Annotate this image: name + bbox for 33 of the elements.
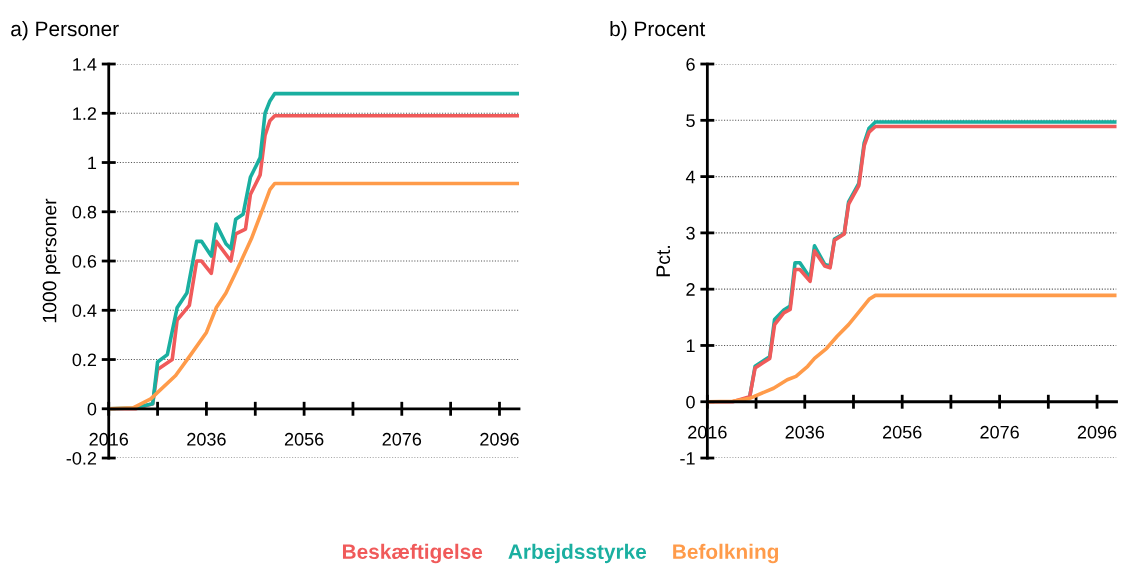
text: Arbejdsstyrke [508, 543, 647, 564]
y-tick-label: 1.2 [73, 107, 97, 120]
y-axis-title: 1000 personer [42, 198, 61, 323]
y-tick-label: -0.2 [66, 451, 97, 465]
y-tick-label: 1 [88, 156, 97, 170]
y-tick-label: 0 [686, 395, 695, 409]
y-tick-label: 2 [686, 283, 695, 296]
x-tick-label: 2036 [785, 425, 825, 439]
y-tick-label: 1 [686, 339, 695, 352]
y-tick-label: 0.4 [72, 304, 97, 317]
text: Beskæftigelse [342, 543, 483, 564]
x-tick-label: 2076 [980, 425, 1019, 439]
y-axis-title: Pct. [656, 246, 671, 277]
y-tick-label: 3 [686, 226, 695, 240]
chart-title: b) Procent [610, 20, 706, 41]
text: Befolkning [673, 543, 779, 564]
x-tick-label: 2096 [1077, 425, 1117, 439]
x-tick-label: 2056 [883, 425, 922, 439]
x-tick-label: 2076 [382, 432, 422, 446]
line-series [108, 181, 520, 411]
x-tick-label: 2096 [480, 432, 519, 446]
x-tick-label: 2036 [187, 432, 226, 446]
y-tick-label: 5 [686, 114, 695, 128]
y-tick-label: 0.2 [72, 353, 97, 367]
y-tick-label: 6 [686, 57, 695, 71]
y-tick-label: 4 [685, 170, 696, 184]
y-tick-label: 0.6 [72, 254, 97, 268]
y-tick-label: 0 [87, 402, 97, 416]
y-tick-label: -1 [680, 452, 695, 465]
y-tick-label: 0.8 [72, 205, 97, 219]
x-tick-label: 2056 [284, 432, 324, 446]
chart-title: a) Personer [11, 20, 119, 41]
y-tick-label: 1.4 [73, 58, 97, 71]
